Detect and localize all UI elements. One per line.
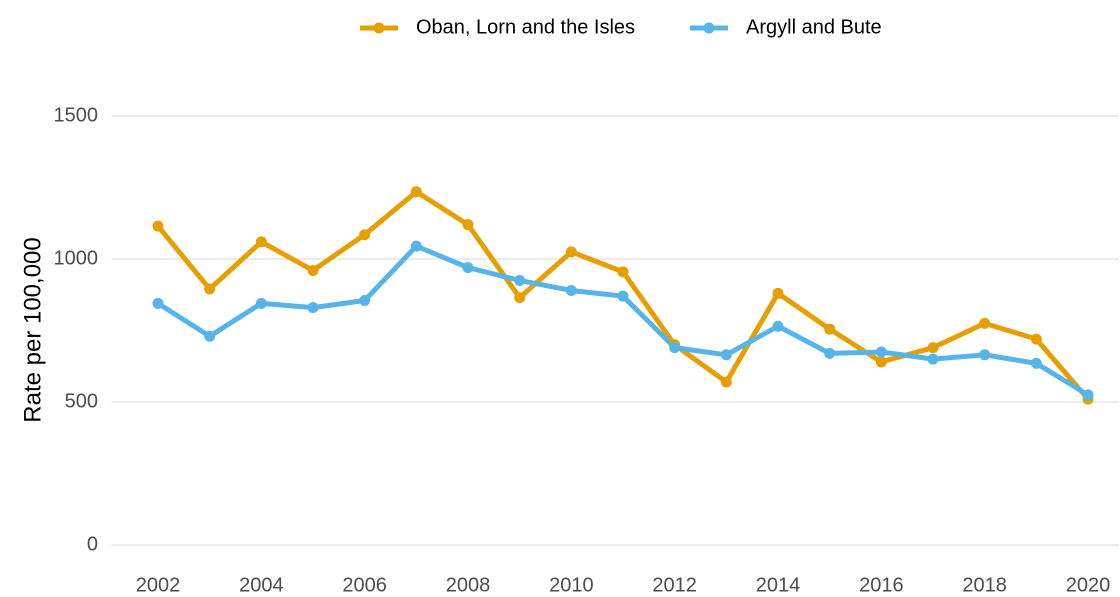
data-point <box>359 294 371 306</box>
x-tick-label: 2004 <box>239 574 284 596</box>
data-point <box>617 290 629 302</box>
x-tick-label: 2010 <box>549 574 594 596</box>
legend-label: Oban, Lorn and the Isles <box>416 16 635 38</box>
x-tick-label: 2020 <box>1066 574 1111 596</box>
data-point <box>204 330 216 342</box>
data-point <box>979 349 991 361</box>
data-point <box>410 186 422 198</box>
data-point <box>152 297 164 309</box>
data-point <box>565 246 577 258</box>
x-tick-label: 2014 <box>756 574 801 596</box>
data-point <box>927 353 939 365</box>
data-point <box>617 266 629 278</box>
y-tick-label: 1000 <box>54 247 99 269</box>
data-point <box>410 240 422 252</box>
data-point <box>979 317 991 329</box>
legend-swatch-point <box>373 22 385 34</box>
data-point <box>514 274 526 286</box>
x-tick-label: 2018 <box>962 574 1007 596</box>
y-tick-label: 500 <box>65 390 98 412</box>
data-point <box>824 347 836 359</box>
data-point <box>772 287 784 299</box>
x-tick-label: 2006 <box>342 574 387 596</box>
data-point <box>462 219 474 231</box>
x-tick-label: 2016 <box>859 574 904 596</box>
data-point <box>152 220 164 232</box>
data-point <box>307 302 319 314</box>
data-point <box>772 320 784 332</box>
data-point <box>720 349 732 361</box>
data-point <box>462 262 474 274</box>
y-tick-label: 0 <box>87 533 98 555</box>
data-point <box>669 342 681 354</box>
data-point <box>204 283 216 295</box>
data-point <box>1030 333 1042 345</box>
data-point <box>927 342 939 354</box>
legend-label: Argyll and Bute <box>746 16 882 38</box>
data-point <box>875 346 887 358</box>
data-point <box>875 356 887 368</box>
y-tick-label: 1500 <box>54 104 99 126</box>
x-tick-label: 2008 <box>446 574 491 596</box>
data-point <box>824 323 836 335</box>
data-point <box>1082 389 1094 401</box>
data-point <box>255 236 267 248</box>
legend-item: Argyll and Bute <box>690 16 882 38</box>
data-point <box>359 229 371 241</box>
data-point <box>1030 357 1042 369</box>
legend-item: Oban, Lorn and the Isles <box>360 16 635 38</box>
x-tick-label: 2012 <box>652 574 697 596</box>
data-point <box>720 376 732 388</box>
x-tick-label: 2002 <box>136 574 181 596</box>
data-point <box>514 292 526 304</box>
data-point <box>565 284 577 296</box>
data-point <box>255 297 267 309</box>
data-point <box>307 264 319 276</box>
legend-swatch-point <box>703 22 715 34</box>
y-axis-label: Rate per 100,000 <box>19 237 46 422</box>
